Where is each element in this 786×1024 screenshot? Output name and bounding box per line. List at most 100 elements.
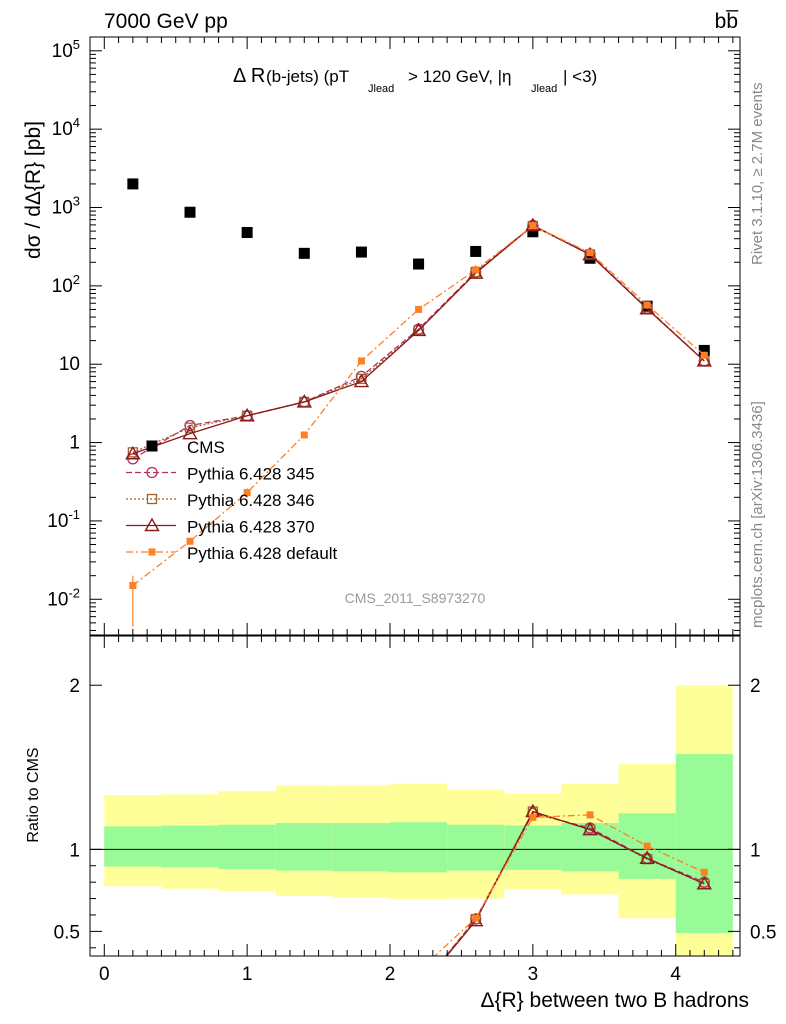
- main-data-point: [472, 266, 480, 274]
- main-y-tick-label: 103: [52, 194, 80, 219]
- ratio-frame: [89, 635, 741, 957]
- ratio-data-point: [696, 875, 712, 890]
- x-axis-label: Δ{R} between two B hadrons: [480, 989, 749, 1012]
- ratio-series: [433, 803, 712, 956]
- process-label: bb̅: [715, 10, 740, 33]
- main-y-tick-label: 10-2: [47, 585, 80, 610]
- band-inner-bin: [104, 826, 162, 867]
- ratio-data-point: [586, 811, 594, 819]
- main-data-point: [529, 222, 537, 230]
- main-data-point: [353, 373, 370, 388]
- x-tick-label: 3: [528, 964, 539, 985]
- legend-label: Pythia 6.428 345: [187, 465, 315, 484]
- band-inner-bin: [504, 825, 562, 870]
- main-data-point: [184, 206, 196, 218]
- ratio-y-tick-label: 0.5: [54, 922, 80, 943]
- legend-marker: [146, 440, 158, 452]
- main-data-point: [125, 445, 141, 460]
- ratio-y-tick-label: 1: [69, 840, 80, 861]
- ratio-y-tick-label-right: 0.5: [750, 922, 776, 943]
- main-data-point: [357, 357, 365, 365]
- main-data-point: [355, 246, 367, 258]
- main-data-point: [300, 431, 308, 439]
- main-data-point: [129, 581, 137, 589]
- legend-marker: [146, 493, 158, 505]
- main-data-point: [415, 305, 423, 313]
- legend-marker: [148, 548, 156, 556]
- ratio-y-axis-label: Ratio to CMS: [25, 747, 42, 842]
- plot-title-part2: > 120 GeV, |η: [408, 67, 512, 86]
- main-data-point: [696, 353, 712, 367]
- main-data-point: [410, 322, 427, 337]
- main-series: [125, 178, 712, 627]
- main-series-line: [132, 224, 705, 586]
- main-data-point: [700, 351, 708, 359]
- ratio-data-point: [643, 842, 651, 850]
- axes: 10-2 10-1 1 10 102 103 104 105 0 1 2 3 4 0.5 0.5 1 1 2 2: [47, 36, 776, 985]
- plot-title-part1: (b-jets) (pT: [266, 67, 349, 86]
- main-data-point: [186, 537, 194, 545]
- main-series-line: [132, 224, 705, 455]
- x-tick-label: 0: [99, 964, 110, 985]
- main-data-point: [643, 301, 651, 309]
- main-data-point: [243, 489, 251, 497]
- band-inner-bin: [218, 824, 276, 870]
- ratio-uncertainty-bands: [90, 685, 740, 956]
- main-data-point: [239, 407, 255, 422]
- analysis-id-label: CMS_2011_S8973270: [345, 590, 486, 606]
- main-y-tick-label: 10-1: [47, 507, 80, 532]
- band-inner-bin: [275, 823, 333, 871]
- mcplots-label: mcplots.cern.ch [arXiv:1306.3436]: [749, 401, 766, 628]
- plot-title-index1: Jlead: [368, 83, 394, 95]
- ratio-data-point: [700, 868, 708, 876]
- main-y-tick-label: 104: [52, 115, 80, 140]
- main-data-point: [296, 394, 312, 408]
- main-y-tick-label: 105: [52, 37, 80, 62]
- x-tick-label: 2: [385, 964, 396, 985]
- plot-title-main: Δ R: [233, 65, 265, 87]
- ratio-data-point: [639, 850, 655, 865]
- plot-title-part3: | <3): [563, 67, 597, 86]
- legend: CMS Pythia 6.428 345 Pythia 6.428 346 Pythi…: [126, 438, 338, 563]
- main-data-point: [586, 249, 594, 257]
- legend-marker: [144, 517, 160, 532]
- main-series-line: [132, 224, 705, 460]
- main-data-point: [184, 422, 196, 433]
- ratio-data-point: [529, 813, 537, 821]
- rivet-version-label: Rivet 3.1.10, ≥ 2.7M events: [749, 83, 766, 266]
- legend-label: Pythia 6.428 346: [187, 491, 315, 510]
- main-data-point: [298, 247, 310, 259]
- ratio-y-tick-label-right: 2: [750, 676, 761, 697]
- plot-title: Δ R (b-jets) (pT Jlead > 120 GeV, |η Jle…: [233, 65, 597, 95]
- main-y-axis-label: dσ / dΔ{R} [pb]: [22, 121, 45, 259]
- ratio-series-line: [445, 810, 705, 956]
- ratio-series-line: [444, 812, 705, 956]
- band-inner-bin: [161, 825, 219, 868]
- main-data-point: [241, 226, 253, 238]
- ratio-y-tick-label: 2: [69, 676, 80, 697]
- main-data-point: [470, 245, 482, 257]
- main-data-point: [698, 344, 710, 356]
- legend-label: Pythia 6.428 default: [187, 544, 338, 563]
- main-y-tick-label: 1: [69, 433, 80, 454]
- legend-label: Pythia 6.428 370: [187, 518, 315, 537]
- x-tick-label: 1: [242, 964, 253, 985]
- band-inner-bin: [332, 823, 390, 872]
- main-y-tick-label: 102: [52, 272, 80, 297]
- legend-marker: [146, 466, 158, 479]
- energy-label: 7000 GeV pp: [104, 10, 228, 33]
- main-data-point: [127, 178, 139, 190]
- ratio-y-tick-label-right: 1: [750, 840, 761, 861]
- plot-title-index2: Jlead: [531, 83, 557, 95]
- main-data-point: [182, 425, 198, 440]
- main-data-point: [413, 258, 425, 270]
- band-inner-bin: [390, 822, 448, 873]
- band-inner-bin: [447, 824, 505, 871]
- band-inner-bin: [675, 754, 733, 934]
- band-inner-bin: [561, 823, 619, 872]
- main-data-point: [527, 226, 539, 238]
- ratio-data-point: [582, 821, 598, 836]
- ratio-data-point: [472, 914, 480, 922]
- x-tick-label: 4: [670, 964, 681, 985]
